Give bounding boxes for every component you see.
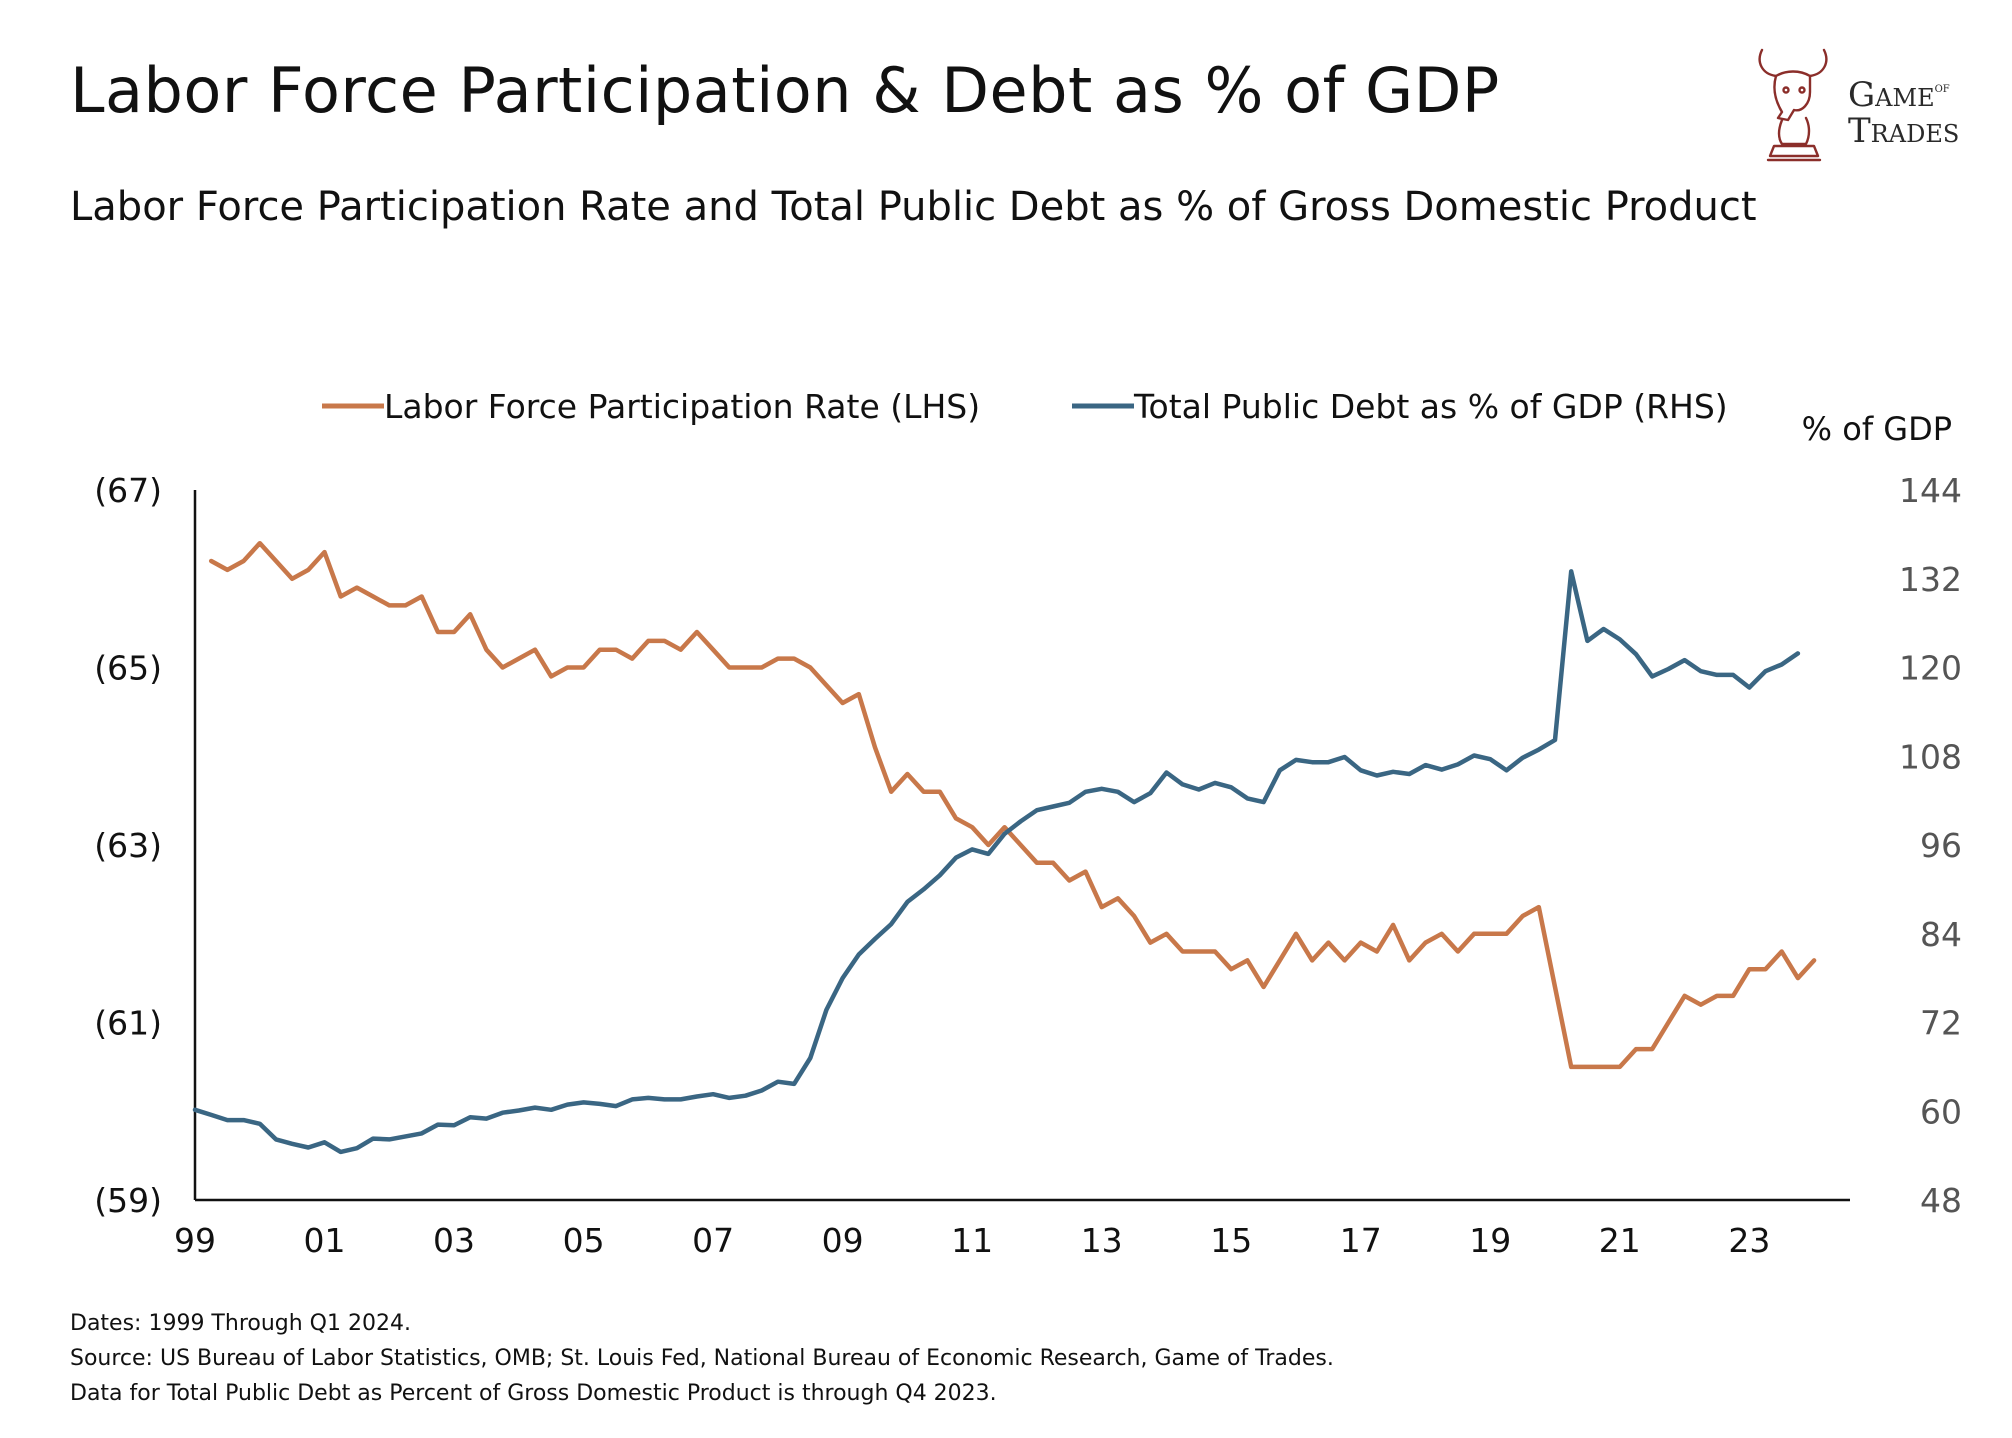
series-layer [192, 540, 1817, 1155]
x-tick-label: 21 [1599, 1221, 1641, 1260]
chart-subtitle: Labor Force Participation Rate and Total… [70, 184, 1757, 230]
left-tick-label: (61) [94, 1004, 162, 1043]
right-axis-title: % of GDP [1802, 410, 1952, 448]
legend: Labor Force Participation Rate (LHS) Tota… [322, 387, 1728, 426]
x-tick-label: 17 [1340, 1221, 1382, 1260]
labor-force-participation-line [208, 540, 1817, 1070]
left-tick-label: (59) [94, 1181, 162, 1220]
x-tick-label: 19 [1469, 1221, 1511, 1260]
left-tick-label: (67) [94, 471, 162, 510]
right-tick-label: 108 [1899, 737, 1962, 776]
footer-notes: Dates: 1999 Through Q1 2024. Source: US … [70, 1306, 1334, 1411]
right-tick-label: 48 [1920, 1181, 1962, 1220]
x-tick-label: 15 [1210, 1221, 1252, 1260]
bull-chess-knight-icon [1758, 48, 1828, 162]
brand-wordmark: Gameof Trades [1848, 70, 1959, 149]
brand-line-1-small: of [1934, 80, 1950, 96]
axes: (59)(61)(63)(65)(67)48607284961081201321… [94, 471, 1962, 1260]
footer-source: Source: US Bureau of Labor Statistics, O… [70, 1346, 1334, 1371]
brand-line-2: Trades [1848, 111, 1960, 151]
x-tick-label: 23 [1728, 1221, 1770, 1260]
brand-logo: Gameof Trades [1748, 40, 1988, 170]
right-tick-label: 60 [1920, 1092, 1962, 1131]
right-tick-label: 144 [1899, 471, 1962, 510]
legend-label-lfpr: Labor Force Participation Rate (LHS) [384, 387, 980, 426]
x-tick-label: 11 [951, 1221, 993, 1260]
right-tick-label: 120 [1899, 649, 1962, 688]
x-tick-label: 01 [304, 1221, 346, 1260]
public-debt-line [192, 569, 1801, 1155]
footer-dates: Dates: 1999 Through Q1 2024. [70, 1311, 411, 1336]
right-tick-label: 96 [1920, 826, 1962, 865]
right-tick-label: 72 [1920, 1004, 1962, 1043]
x-tick-label: 03 [433, 1221, 475, 1260]
x-tick-label: 05 [563, 1221, 605, 1260]
chart-title: Labor Force Participation & Debt as % of… [70, 54, 1500, 127]
x-tick-label: 07 [692, 1221, 734, 1260]
right-tick-label: 84 [1920, 915, 1962, 954]
x-tick-label: 99 [174, 1221, 216, 1260]
left-tick-label: (63) [94, 826, 162, 865]
footer-note: Data for Total Public Debt as Percent of… [70, 1381, 997, 1406]
legend-label-debt: Total Public Debt as % of GDP (RHS) [1133, 387, 1728, 426]
brand-line-1: Game [1848, 75, 1935, 115]
left-tick-label: (65) [94, 649, 162, 688]
right-tick-label: 132 [1899, 560, 1962, 599]
x-tick-label: 13 [1081, 1221, 1123, 1260]
x-tick-label: 09 [822, 1221, 864, 1260]
